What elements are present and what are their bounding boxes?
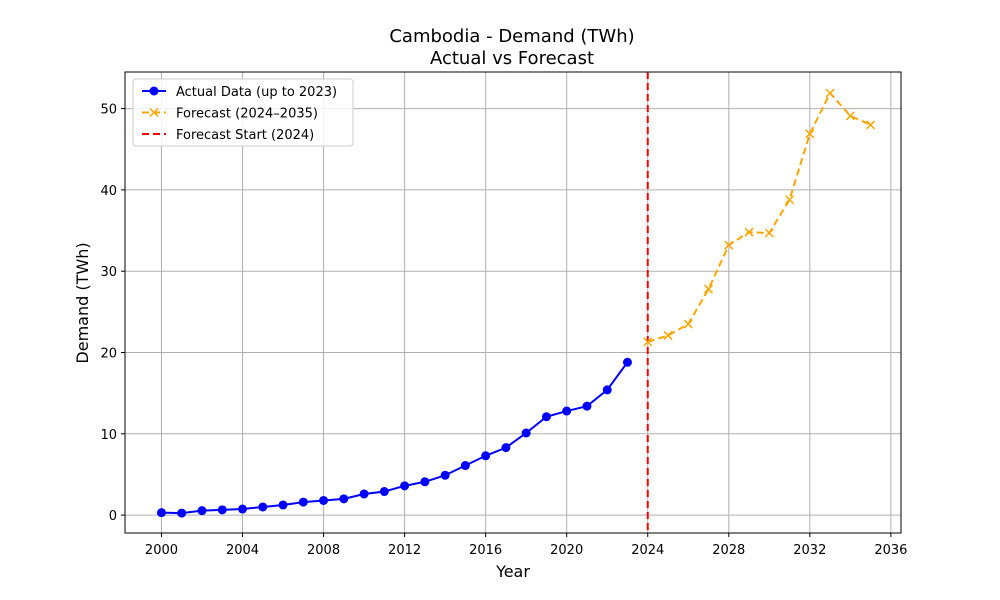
forecast-data-point <box>866 120 876 130</box>
forecast-data-point <box>744 227 754 237</box>
legend-label: Actual Data (up to 2023) <box>176 85 337 100</box>
actual-data-point <box>238 504 248 514</box>
y-tick-label: 0 <box>109 509 117 524</box>
actual-data-point <box>379 487 389 497</box>
x-tick-label: 2032 <box>793 543 826 558</box>
x-tick-label: 2000 <box>145 543 178 558</box>
forecast-data-point <box>805 129 815 139</box>
y-tick-label: 10 <box>100 428 117 443</box>
actual-data-point <box>501 443 511 453</box>
x-tick-label: 2024 <box>631 543 664 558</box>
actual-data-point <box>481 451 491 461</box>
legend: Actual Data (up to 2023) Forecast (2024–2… <box>132 78 354 147</box>
x-tick-label: 2028 <box>712 543 745 558</box>
forecast-data-point <box>663 330 673 340</box>
x-tick-label: 2016 <box>469 543 502 558</box>
forecast-data-point <box>785 195 795 205</box>
y-tick-label: 40 <box>100 184 117 199</box>
forecast-data-point <box>764 228 774 238</box>
actual-data-point <box>298 497 308 507</box>
actual-data-point <box>359 489 369 499</box>
forecast-data-point <box>683 319 693 329</box>
actual-data-point <box>541 412 551 422</box>
legend-label: Forecast (2024–2035) <box>176 107 318 122</box>
y-tick-label: 30 <box>100 265 117 280</box>
actual-data-point <box>440 470 450 480</box>
actual-data-point <box>339 494 349 504</box>
actual-data-point <box>319 495 329 505</box>
x-tick-label: 2004 <box>226 543 259 558</box>
actual-data-point <box>197 506 207 516</box>
chart-subtitle: Actual vs Forecast <box>430 48 594 69</box>
actual-data-point <box>622 357 632 367</box>
actual-data-point <box>460 461 470 471</box>
plot-area-frame <box>124 71 902 534</box>
y-tick-label: 20 <box>100 347 117 362</box>
forecast-data-point <box>724 240 734 250</box>
axis-ticks: 2000 2004 2008 2012 2016 2020 2024 2028 2032 2036… <box>100 103 907 558</box>
chart-title: Cambodia - Demand (TWh) <box>389 26 634 47</box>
forecast-data-point <box>825 88 835 98</box>
forecast-data-point <box>845 111 855 121</box>
legend-marker <box>149 86 159 96</box>
y-tick-label: 50 <box>100 103 117 118</box>
legend-box <box>132 78 354 147</box>
actual-data-point <box>420 477 430 487</box>
legend-entry-forecast: Forecast (2024–2035) <box>142 107 318 122</box>
actual-data-point <box>177 508 187 518</box>
actual-data-point <box>521 428 531 438</box>
forecast-data-point <box>643 337 653 347</box>
actual-data-point <box>217 505 227 515</box>
actual-data-point <box>582 401 592 411</box>
y-axis-title: Demand (TWh) <box>73 242 92 363</box>
legend-label: Forecast Start (2024) <box>176 128 314 143</box>
forecast-data-point <box>703 284 714 294</box>
series-layer <box>156 88 876 518</box>
x-tick-label: 2012 <box>388 543 421 558</box>
x-tick-label: 2008 <box>307 543 340 558</box>
actual-data-point <box>562 406 572 416</box>
x-axis-title: Year <box>495 562 530 581</box>
actual-data-point <box>156 508 166 518</box>
x-tick-label: 2036 <box>874 543 907 558</box>
actual-data-point <box>258 502 268 512</box>
actual-data-point <box>278 500 288 510</box>
x-tick-label: 2020 <box>550 543 583 558</box>
legend-entry-forecast-start: Forecast Start (2024) <box>142 128 314 143</box>
actual-data-point <box>602 385 612 395</box>
legend-entry-actual: Actual Data (up to 2023) <box>142 85 337 100</box>
legend-marker <box>149 107 159 118</box>
actual-data-point <box>400 481 410 491</box>
